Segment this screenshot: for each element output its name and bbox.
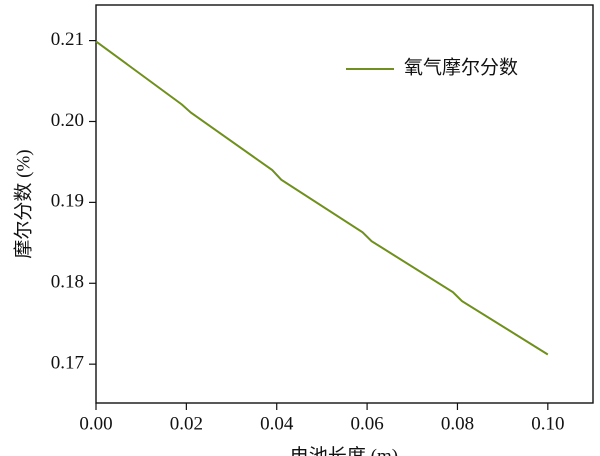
x-tick-label: 0.04 — [260, 413, 294, 434]
x-tick-label: 0.10 — [531, 413, 564, 434]
y-tick-label: 0.18 — [51, 272, 84, 293]
y-tick-label: 0.19 — [51, 191, 84, 212]
x-tick-label: 0.08 — [441, 413, 474, 434]
x-axis-label: 电池长度 (m) — [290, 445, 398, 456]
y-tick-label: 0.21 — [51, 29, 84, 50]
y-axis-label: 摩尔分数 (%) — [12, 149, 34, 258]
data-line — [95, 40, 549, 356]
x-tick-label: 0.06 — [350, 413, 383, 434]
x-tick-label: 0.00 — [79, 413, 112, 434]
legend-label: 氧气摩尔分数 — [404, 56, 518, 78]
y-tick-label: 0.20 — [51, 110, 84, 131]
x-tick-label: 0.02 — [170, 413, 203, 434]
plot-frame — [95, 4, 594, 404]
y-tick-label: 0.17 — [51, 353, 84, 374]
